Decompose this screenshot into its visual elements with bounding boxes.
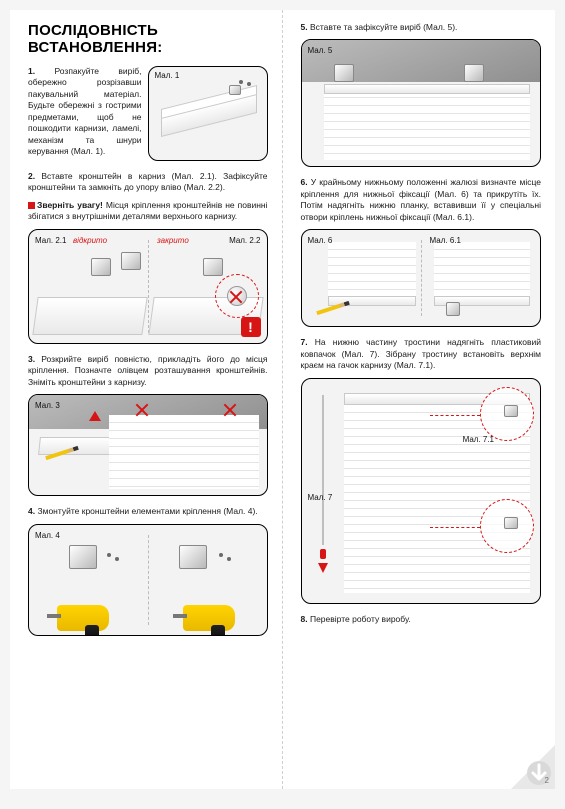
figure-22-label: Мал. 2.2 — [229, 236, 260, 245]
figure-6: Мал. 6 Мал. 6.1 — [301, 229, 542, 327]
warning-badge: ! — [241, 317, 261, 337]
step-2-text: 2. Вставте кронштейн в карниз (Мал. 2.1)… — [28, 171, 268, 194]
page-title: ПОСЛІДОВНІСТЬ ВСТАНОВЛЕННЯ: — [28, 22, 268, 56]
figure-6-label: Мал. 6 — [308, 236, 333, 245]
figure-1-label: Мал. 1 — [155, 71, 180, 80]
figure-4: Мал. 4 — [28, 524, 268, 636]
step-5-text: 5. Вставте та зафіксуйте виріб (Мал. 5). — [301, 22, 542, 33]
closed-label: закрито — [157, 236, 189, 245]
figure-4-label: Мал. 4 — [35, 531, 60, 540]
figure-71-label: Мал. 7.1 — [463, 435, 494, 444]
warning-icon — [28, 202, 35, 209]
left-column: ПОСЛІДОВНІСТЬ ВСТАНОВЛЕННЯ: 1. Розпакуйт… — [10, 10, 283, 789]
figure-7-label: Мал. 7 — [308, 493, 333, 502]
right-column: 5. Вставте та зафіксуйте виріб (Мал. 5).… — [283, 10, 556, 789]
step-2-warning: Зверніть увагу! Місця кріплення кронштей… — [28, 200, 268, 223]
step-3-text: 3. Розкрийте виріб повністю, прикладіть … — [28, 354, 268, 388]
step-7-text: 7. На нижню частину тростини надягніть п… — [301, 337, 542, 371]
step-1-text: 1. Розпакуйте виріб, обережно розрізавши… — [28, 66, 142, 165]
figure-3: Мал. 3 — [28, 394, 268, 496]
figure-5: Мал. 5 — [301, 39, 542, 167]
figure-7: Мал. 7 Мал. 7.1 — [301, 378, 542, 604]
x-mark-icon — [229, 290, 243, 304]
open-label: відкрито — [73, 236, 107, 245]
step-8-text: 8. Перевірте роботу виробу. — [301, 614, 542, 625]
step-1: 1. Розпакуйте виріб, обережно розрізавши… — [28, 66, 268, 171]
page-number: 2 — [545, 776, 549, 785]
step-6-text: 6. У крайньому нижньому положенні жалюзі… — [301, 177, 542, 223]
x-mark-icon — [135, 403, 149, 417]
figure-5-label: Мал. 5 — [308, 46, 333, 55]
figure-21-label: Мал. 2.1 — [35, 236, 66, 245]
figure-2: Мал. 2.1 Мал. 2.2 відкрито закрито ! — [28, 229, 268, 344]
step-4-text: 4. Змонтуйте кронштейни елементами кріпл… — [28, 506, 268, 517]
instruction-page: ПОСЛІДОВНІСТЬ ВСТАНОВЛЕННЯ: 1. Розпакуйт… — [10, 10, 555, 789]
figure-3-label: Мал. 3 — [35, 401, 60, 410]
figure-1: Мал. 1 — [148, 66, 268, 161]
x-mark-icon — [223, 403, 237, 417]
drill-icon — [183, 605, 235, 631]
drill-icon — [57, 605, 109, 631]
figure-61-label: Мал. 6.1 — [430, 236, 461, 245]
